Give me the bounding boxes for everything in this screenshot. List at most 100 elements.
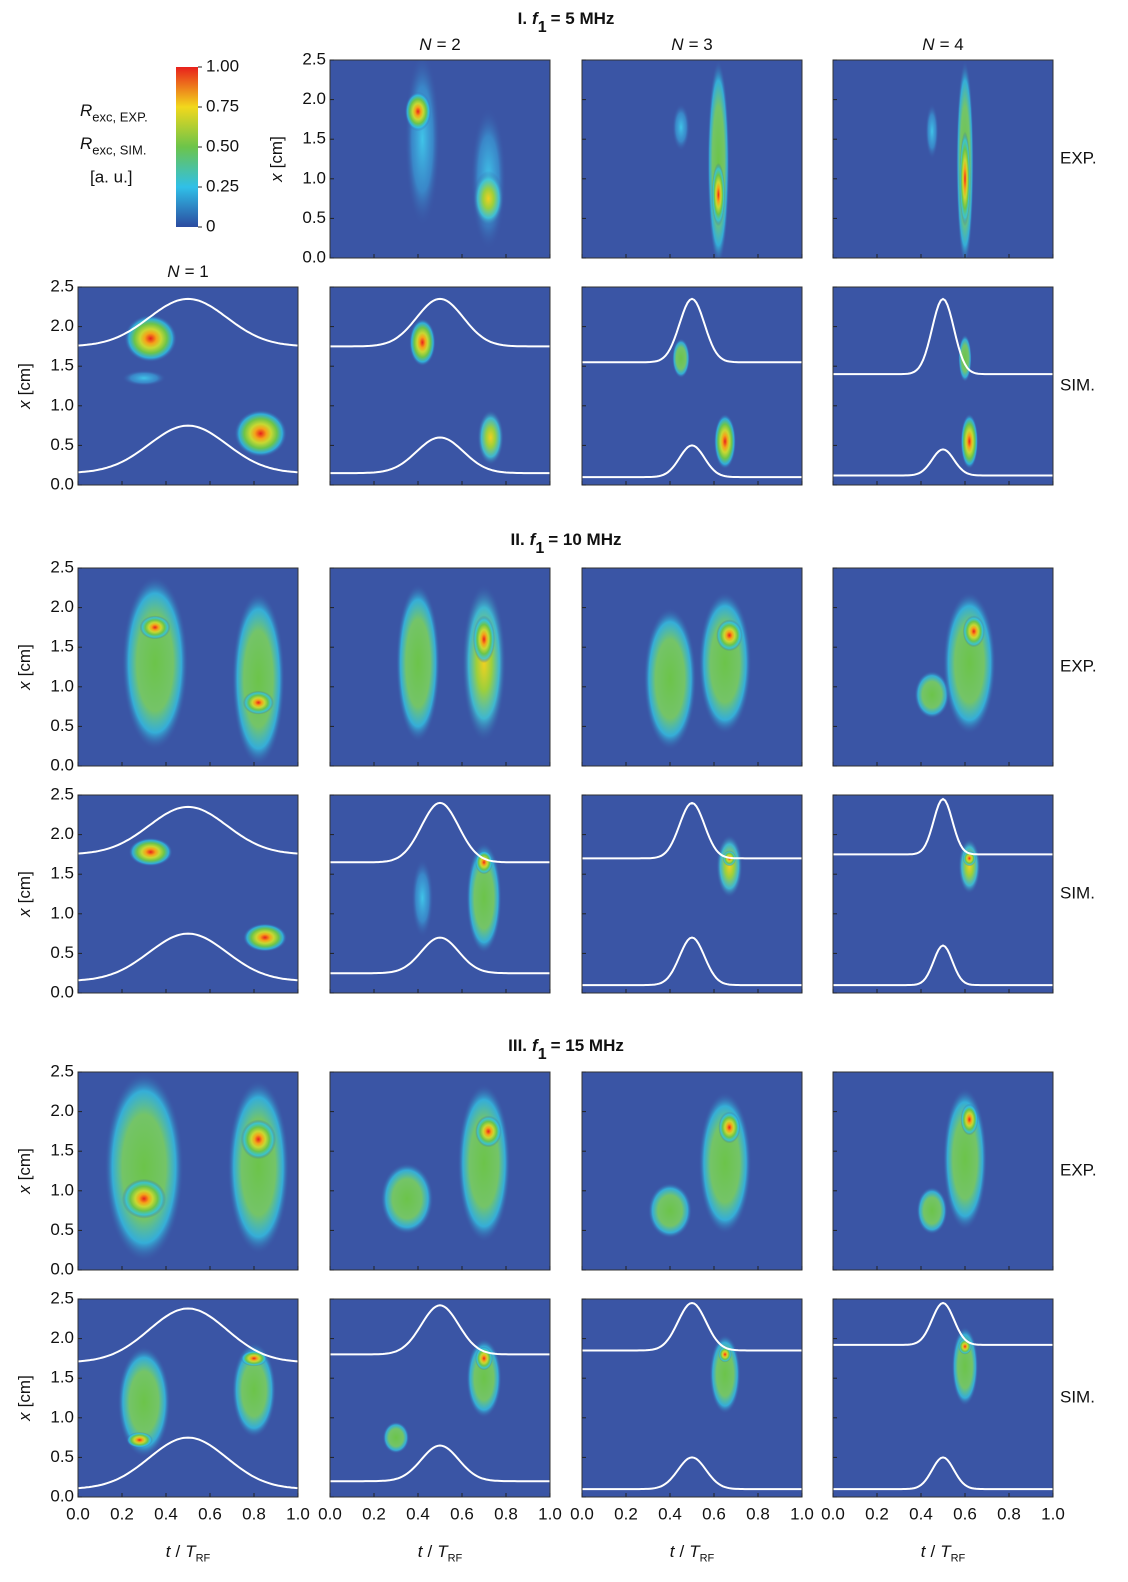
- sheath-edge: [78, 1307, 298, 1363]
- panel: [582, 1072, 802, 1270]
- x-tick-label: 0.2: [614, 1504, 638, 1523]
- sheath-edge: [833, 797, 1053, 856]
- x-tick-label: 0.0: [821, 1504, 845, 1523]
- y-axis-label: x [cm]: [15, 363, 34, 410]
- panel: [330, 795, 550, 993]
- colorbar-label-part: exc, EXP.: [92, 110, 147, 125]
- panel-background: [833, 287, 1053, 485]
- sheath-edge: [582, 801, 802, 860]
- section-title-part: f: [532, 9, 540, 28]
- section-title-part: = 15 MHz: [551, 1036, 624, 1055]
- intensity-blob: [648, 1182, 692, 1239]
- y-tick-label: 1.0: [50, 676, 74, 695]
- panel: [582, 795, 802, 993]
- intensity-blob: [711, 162, 726, 227]
- sheath-edge: [833, 448, 1053, 477]
- x-tick-label: 0.6: [702, 1504, 726, 1523]
- intensity-blob: [925, 103, 939, 159]
- x-axis-label-part: T: [185, 1542, 197, 1561]
- intensity-blob: [477, 409, 504, 466]
- intensity-blob: [709, 1334, 741, 1414]
- panel-background: [582, 1299, 802, 1497]
- x-axis-label: t / TRF: [166, 1542, 211, 1564]
- x-axis-label-part: t: [166, 1542, 172, 1561]
- column-label: N = 3: [671, 35, 712, 54]
- y-tick-label: 1.0: [50, 1407, 74, 1426]
- x-axis-label-part: RF: [448, 1553, 463, 1565]
- colorbar-tick-label: 0.25: [206, 176, 239, 195]
- x-axis-label-part: T: [689, 1542, 701, 1561]
- panel-frame: [581, 794, 803, 994]
- panel: [330, 1299, 550, 1497]
- section-title-part: II.: [511, 530, 525, 549]
- panel-frame: [581, 1071, 803, 1271]
- intensity-blob: [126, 1432, 153, 1448]
- sheath-edge: [78, 297, 298, 347]
- y-tick-label: 1.5: [50, 356, 74, 375]
- sheath-edge: [582, 1301, 802, 1352]
- colorbar-unit: [a. u.]: [90, 167, 133, 186]
- intensity-blob: [958, 1338, 972, 1355]
- panel-background: [330, 795, 550, 993]
- panel-frame: [329, 567, 551, 767]
- x-tick-label: 0.4: [154, 1504, 178, 1523]
- panel-background: [330, 287, 550, 485]
- panel: [833, 795, 1053, 993]
- y-axis-label-part: [cm]: [15, 1148, 34, 1180]
- x-axis-label-part: RF: [951, 1553, 966, 1565]
- panel-frame: [77, 794, 299, 994]
- panel-frame: [581, 286, 803, 486]
- panel-frame: [329, 59, 551, 259]
- y-axis-label-part: [cm]: [15, 871, 34, 903]
- intensity-blob: [122, 370, 166, 386]
- intensity-blob: [234, 409, 287, 458]
- x-tick-label: 0.8: [997, 1504, 1021, 1523]
- y-tick-label: 0.5: [302, 208, 326, 227]
- x-axis-label-part: /: [427, 1542, 432, 1561]
- y-axis-label: x [cm]: [15, 871, 34, 918]
- colorbar-label-part: R: [80, 134, 92, 153]
- panel: [78, 287, 298, 485]
- colorbar-tick-label: 0: [206, 216, 215, 235]
- x-tick-label: 0.2: [362, 1504, 386, 1523]
- y-axis-label-part: [cm]: [15, 1375, 34, 1407]
- intensity-blob: [122, 1178, 166, 1219]
- y-tick-label: 1.5: [50, 864, 74, 883]
- sheath-edge: [582, 444, 802, 479]
- y-axis-label-part: [cm]: [15, 644, 34, 676]
- intensity-blob: [409, 318, 436, 367]
- column-label-part: N: [671, 35, 684, 54]
- intensity-blob: [698, 591, 752, 735]
- panel: [833, 568, 1053, 766]
- intensity-blob: [128, 837, 173, 867]
- x-tick-label: 0.0: [570, 1504, 594, 1523]
- intensity-blob: [643, 607, 697, 751]
- colorbar-label-part: exc, SIM.: [92, 143, 146, 158]
- sheath-edge: [330, 1444, 550, 1483]
- intensity-blob: [914, 670, 950, 719]
- y-axis-label-part: x: [15, 400, 34, 410]
- y-tick-label: 2.0: [50, 597, 74, 616]
- y-tick-label: 1.5: [50, 1141, 74, 1160]
- y-tick-label: 0.0: [50, 1259, 74, 1278]
- row-label: EXP.: [1060, 1160, 1097, 1179]
- panel: [833, 60, 1053, 258]
- row-label: EXP.: [1060, 656, 1097, 675]
- x-axis-label-part: t: [418, 1542, 424, 1561]
- x-tick-label: 0.6: [450, 1504, 474, 1523]
- intensity-blob: [404, 60, 440, 227]
- panel-background: [330, 1299, 550, 1497]
- x-axis-label-part: RF: [196, 1553, 211, 1565]
- intensity-blob: [475, 1346, 493, 1371]
- intensity-blob: [240, 1119, 276, 1160]
- section-title-part: f: [532, 1036, 540, 1055]
- panel: [78, 795, 298, 993]
- panel: [833, 1299, 1053, 1497]
- y-axis-label: x [cm]: [15, 1375, 34, 1422]
- sheath-edge: [330, 1304, 550, 1356]
- intensity-blob: [240, 1350, 268, 1367]
- x-axis-label-part: t: [921, 1542, 927, 1561]
- y-tick-label: 2.5: [50, 557, 74, 576]
- column-label-part: = 3: [689, 35, 713, 54]
- row-label: SIM.: [1060, 1387, 1095, 1406]
